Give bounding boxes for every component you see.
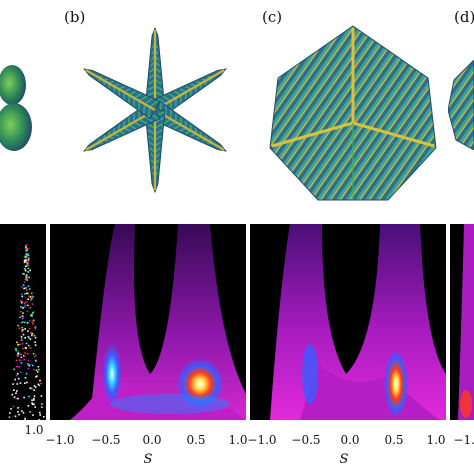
- tick-label: −1.0: [453, 433, 474, 447]
- panel-label-d: (d): [454, 8, 474, 26]
- panel-label-c: (c): [262, 8, 283, 26]
- density-map-d: [450, 224, 474, 420]
- tick-label: 0.5: [186, 433, 206, 447]
- tick-label: −1.0: [247, 433, 277, 447]
- density-map-c: [250, 224, 446, 420]
- density-map-a: [0, 224, 46, 420]
- crystal-a-image: [0, 65, 32, 151]
- panel-label-b: (b): [64, 8, 86, 26]
- crystal-c-image: [269, 25, 437, 201]
- crystal-b-image: [82, 26, 228, 194]
- x-axis-label-c: S: [339, 452, 349, 467]
- tick-label: 1.0: [426, 433, 446, 447]
- density-map-b: [50, 224, 246, 420]
- tick-label: −1.0: [45, 433, 75, 447]
- tick-label: −0.5: [291, 433, 321, 447]
- tick-label: 1.0: [24, 423, 44, 437]
- crystal-d-image: [448, 60, 474, 150]
- x-axis-label-b: S: [143, 452, 153, 467]
- tick-label: 0.0: [340, 433, 360, 447]
- tick-label: −0.5: [91, 433, 121, 447]
- tick-label: 1.0: [228, 433, 248, 447]
- tick-label: 0.0: [142, 433, 162, 447]
- tick-label: 0.5: [384, 433, 404, 447]
